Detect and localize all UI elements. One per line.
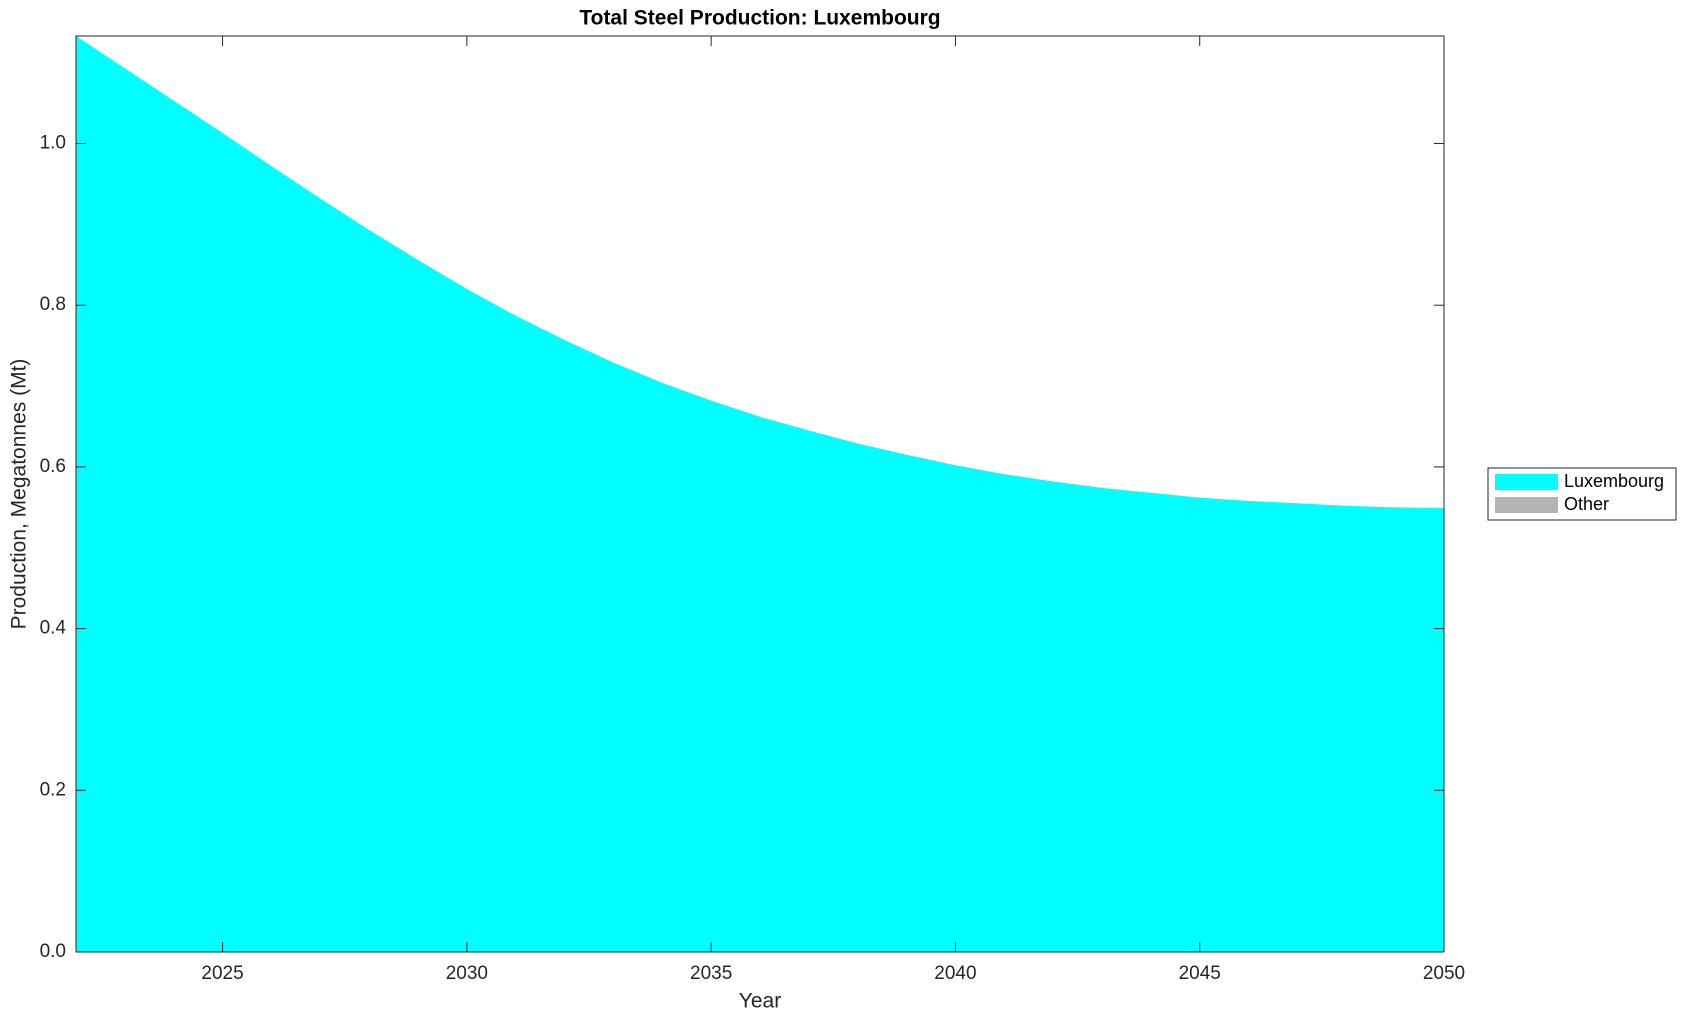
x-tick-label: 2030 xyxy=(446,963,488,984)
y-tick-label: 0.4 xyxy=(40,618,67,639)
chart-title: Total Steel Production: Luxembourg xyxy=(579,7,940,30)
x-tick-label: 2035 xyxy=(690,963,732,984)
x-tick-label: 2045 xyxy=(1179,963,1221,984)
area xyxy=(76,36,1444,952)
y-tick-label: 0.8 xyxy=(40,294,66,315)
x-axis-label: Year xyxy=(739,990,781,1013)
x-tick-label: 2025 xyxy=(201,963,243,984)
y-tick-label: 0.6 xyxy=(40,456,66,477)
legend-swatch xyxy=(1495,497,1558,513)
y-axis-label: Production, Megatonnes (Mt) xyxy=(8,359,31,630)
legend-label: Luxembourg xyxy=(1564,471,1664,491)
legend-swatch xyxy=(1495,474,1558,490)
y-tick-label: 1.0 xyxy=(40,133,66,154)
y-tick-label: 0.2 xyxy=(40,779,66,800)
axes-box xyxy=(75,35,1445,953)
legend-label: Other xyxy=(1564,494,1609,514)
x-tick-label: 2050 xyxy=(1423,963,1465,984)
y-tick-label: 0.0 xyxy=(40,941,66,962)
x-tick-label: 2040 xyxy=(934,963,976,984)
